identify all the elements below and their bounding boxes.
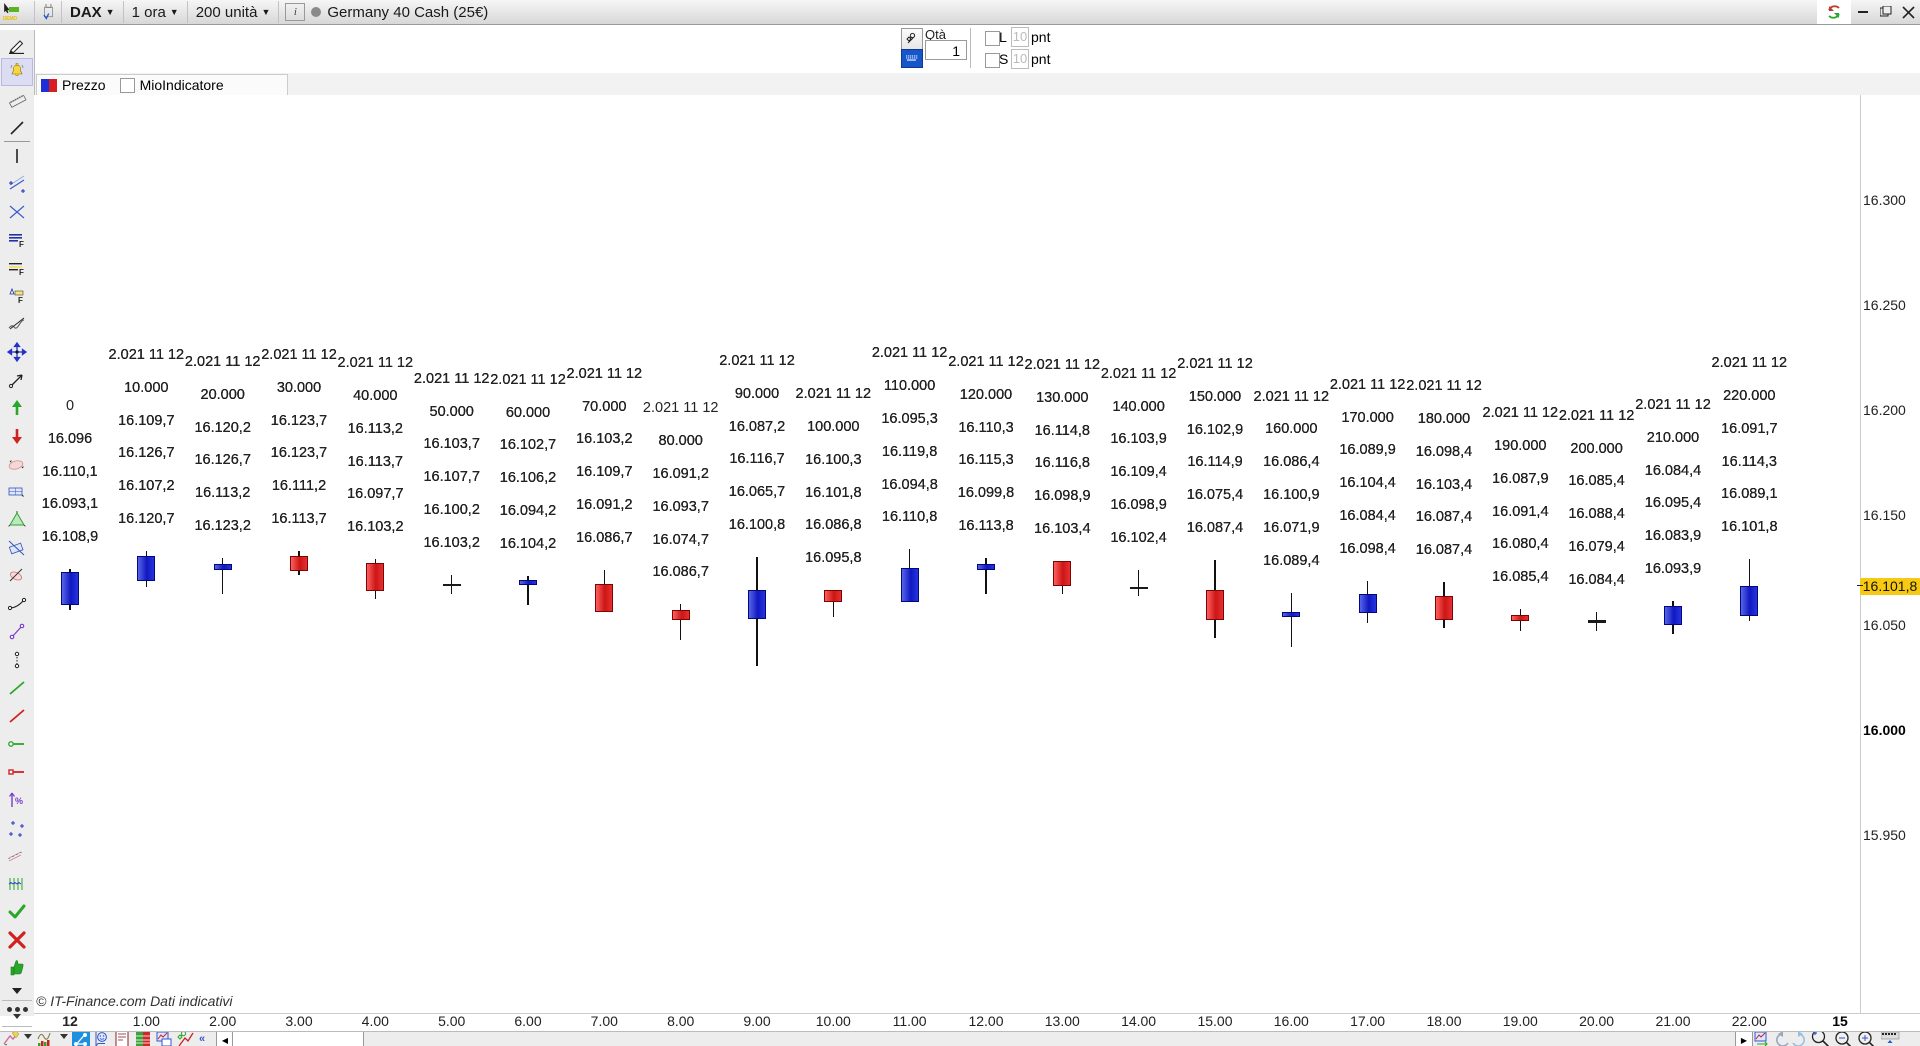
svg-text:F: F: [19, 268, 24, 277]
svg-text:%: %: [15, 796, 23, 806]
svg-text:F: F: [18, 296, 23, 305]
svg-text:F: F: [19, 240, 24, 249]
